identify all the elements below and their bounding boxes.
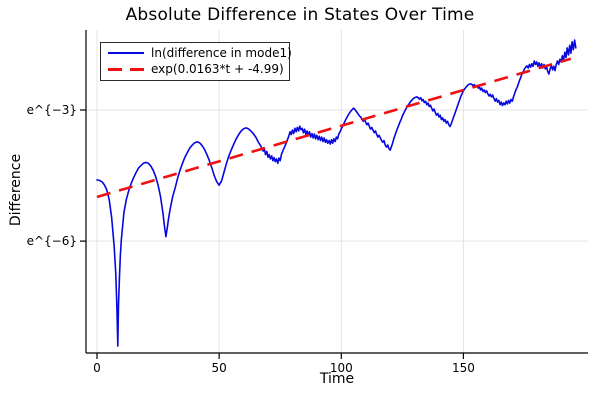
- x-tick-label: 150: [452, 361, 475, 375]
- y-axis-label: Difference: [8, 153, 24, 227]
- legend-swatch-solid-line: [108, 52, 144, 54]
- x-tick-label: 50: [211, 361, 226, 375]
- legend-label-ln-difference: ln(difference in mode1): [151, 46, 292, 60]
- y-tick-label: e^{−6}: [27, 234, 77, 248]
- x-tick-label: 100: [330, 361, 353, 375]
- series-line-exp-fit: [96, 57, 572, 199]
- legend-item-ln-difference: ln(difference in mode1): [108, 45, 292, 61]
- legend-item-exp-fit: exp(0.0163*t + -4.99): [108, 61, 284, 77]
- y-tick-label: e^{−3}: [27, 103, 77, 117]
- legend: ln(difference in mode1) exp(0.0163*t + -…: [100, 42, 292, 81]
- chart-title: Absolute Difference in States Over Time: [125, 5, 475, 25]
- x-tick-label: 0: [93, 361, 101, 375]
- legend-swatch-dashed-line: [108, 67, 144, 71]
- legend-label-exp-fit: exp(0.0163*t + -4.99): [151, 62, 284, 76]
- x-axis-label: Time: [319, 371, 355, 387]
- series-line-ln-difference: [96, 39, 577, 347]
